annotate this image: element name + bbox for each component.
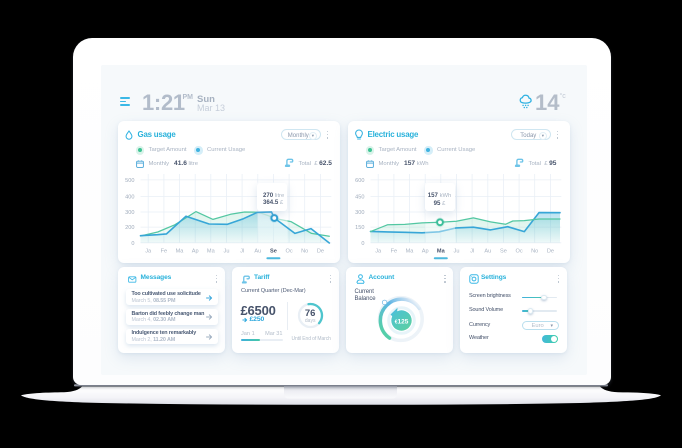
svg-text:Ma: Ma xyxy=(175,248,184,254)
svg-text:0: 0 xyxy=(131,241,134,247)
svg-text:Jl: Jl xyxy=(470,248,474,254)
svg-text:200: 200 xyxy=(125,225,134,231)
svg-text:400: 400 xyxy=(125,194,134,200)
svg-text:No: No xyxy=(301,248,308,254)
svg-text:De: De xyxy=(546,248,553,254)
svg-text:600: 600 xyxy=(355,178,364,184)
svg-text:500: 500 xyxy=(125,178,134,184)
svg-text:450: 450 xyxy=(355,194,364,200)
svg-text:Ju: Ju xyxy=(223,248,229,254)
svg-text:Au: Au xyxy=(254,248,261,254)
svg-text:Ap: Ap xyxy=(191,248,198,254)
svg-text:Ma: Ma xyxy=(206,248,215,254)
svg-text:No: No xyxy=(531,248,538,254)
svg-text:Oc: Oc xyxy=(285,248,292,254)
svg-text:Au: Au xyxy=(484,248,491,254)
svg-text:300: 300 xyxy=(355,210,364,216)
svg-text:150: 150 xyxy=(355,225,364,231)
svg-text:Jl: Jl xyxy=(240,248,244,254)
svg-text:Ja: Ja xyxy=(145,248,152,254)
svg-text:Fe: Fe xyxy=(160,248,167,254)
svg-text:Ja: Ja xyxy=(375,248,382,254)
svg-text:€125: €125 xyxy=(395,318,409,325)
svg-text:300: 300 xyxy=(125,210,134,216)
svg-text:Ma: Ma xyxy=(436,248,445,254)
svg-text:Ap: Ap xyxy=(421,248,428,254)
svg-text:Ma: Ma xyxy=(405,248,414,254)
svg-text:Se: Se xyxy=(499,248,506,254)
svg-text:De: De xyxy=(316,248,323,254)
svg-text:Fe: Fe xyxy=(390,248,397,254)
svg-text:Oc: Oc xyxy=(515,248,522,254)
svg-text:Ju: Ju xyxy=(453,248,459,254)
svg-text:Se: Se xyxy=(269,248,276,254)
svg-text:0: 0 xyxy=(361,241,364,247)
